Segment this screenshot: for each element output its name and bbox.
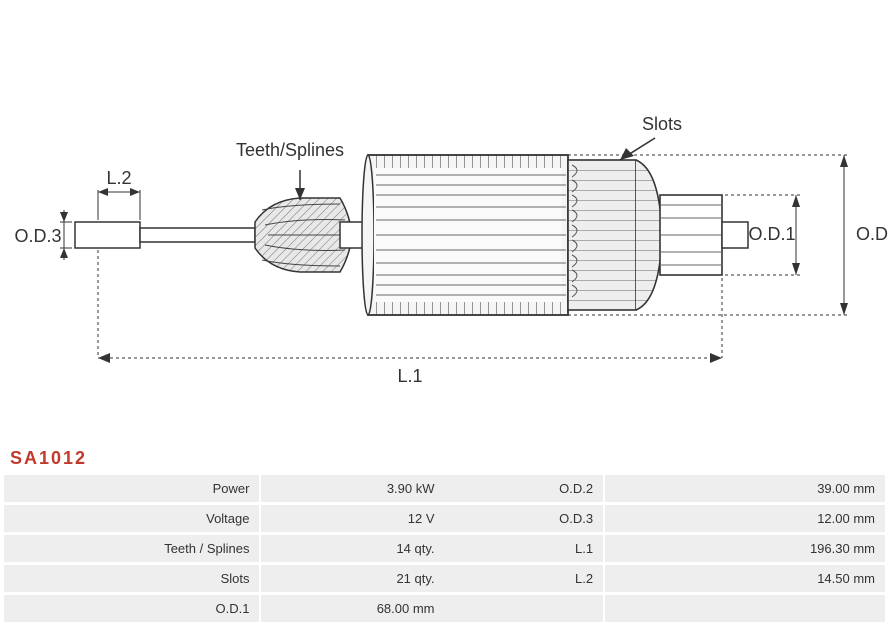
spec-label <box>445 595 604 622</box>
dim-od3-label: O.D.3 <box>14 226 61 246</box>
spec-value: 12.00 mm <box>605 505 885 532</box>
spec-value: 14 qty. <box>261 535 444 562</box>
spec-value: 196.30 mm <box>605 535 885 562</box>
spec-row: L.1196.30 mm <box>445 535 886 562</box>
spec-label: Teeth / Splines <box>4 535 259 562</box>
spec-label: L.2 <box>445 565 604 592</box>
spec-value: 39.00 mm <box>605 475 885 502</box>
spec-label: Slots <box>4 565 259 592</box>
spec-row: Teeth / Splines14 qty. <box>4 535 445 562</box>
spec-value: 14.50 mm <box>605 565 885 592</box>
spec-row: O.D.239.00 mm <box>445 475 886 502</box>
spec-row <box>445 595 886 622</box>
spec-value: 3.90 kW <box>261 475 444 502</box>
dim-l1-label: L.1 <box>397 366 422 386</box>
spec-label: O.D.3 <box>445 505 604 532</box>
spec-label: Power <box>4 475 259 502</box>
spec-value: 68.00 mm <box>261 595 444 622</box>
spec-label: L.1 <box>445 535 604 562</box>
spec-row: Power3.90 kW <box>4 475 445 502</box>
spec-label: O.D.1 <box>4 595 259 622</box>
spec-row: O.D.312.00 mm <box>445 505 886 532</box>
spec-table: Power3.90 kWVoltage12 VTeeth / Splines14… <box>0 475 889 631</box>
dim-od1-label: O.D.1 <box>748 224 795 244</box>
spec-value <box>605 595 885 622</box>
spec-column-left: Power3.90 kWVoltage12 VTeeth / Splines14… <box>4 475 445 625</box>
armature-svg: L.1 L.2 O.D.3 O.D.1 O.D.2 Teeth/Splines <box>0 0 889 440</box>
armature-diagram: L.1 L.2 O.D.3 O.D.1 O.D.2 Teeth/Splines <box>0 0 889 440</box>
spec-row: O.D.168.00 mm <box>4 595 445 622</box>
spec-row: L.214.50 mm <box>445 565 886 592</box>
spec-label: O.D.2 <box>445 475 604 502</box>
part-number-title: SA1012 <box>0 440 889 475</box>
dim-l2-label: L.2 <box>106 168 131 188</box>
spec-row: Voltage12 V <box>4 505 445 532</box>
spec-value: 21 qty. <box>261 565 444 592</box>
spec-label: Voltage <box>4 505 259 532</box>
teeth-splines-label: Teeth/Splines <box>236 140 344 160</box>
slots-label: Slots <box>642 114 682 134</box>
spec-column-right: O.D.239.00 mmO.D.312.00 mmL.1196.30 mmL.… <box>445 475 886 625</box>
spec-value: 12 V <box>261 505 444 532</box>
spec-row: Slots21 qty. <box>4 565 445 592</box>
dim-od2-label: O.D.2 <box>856 224 889 244</box>
